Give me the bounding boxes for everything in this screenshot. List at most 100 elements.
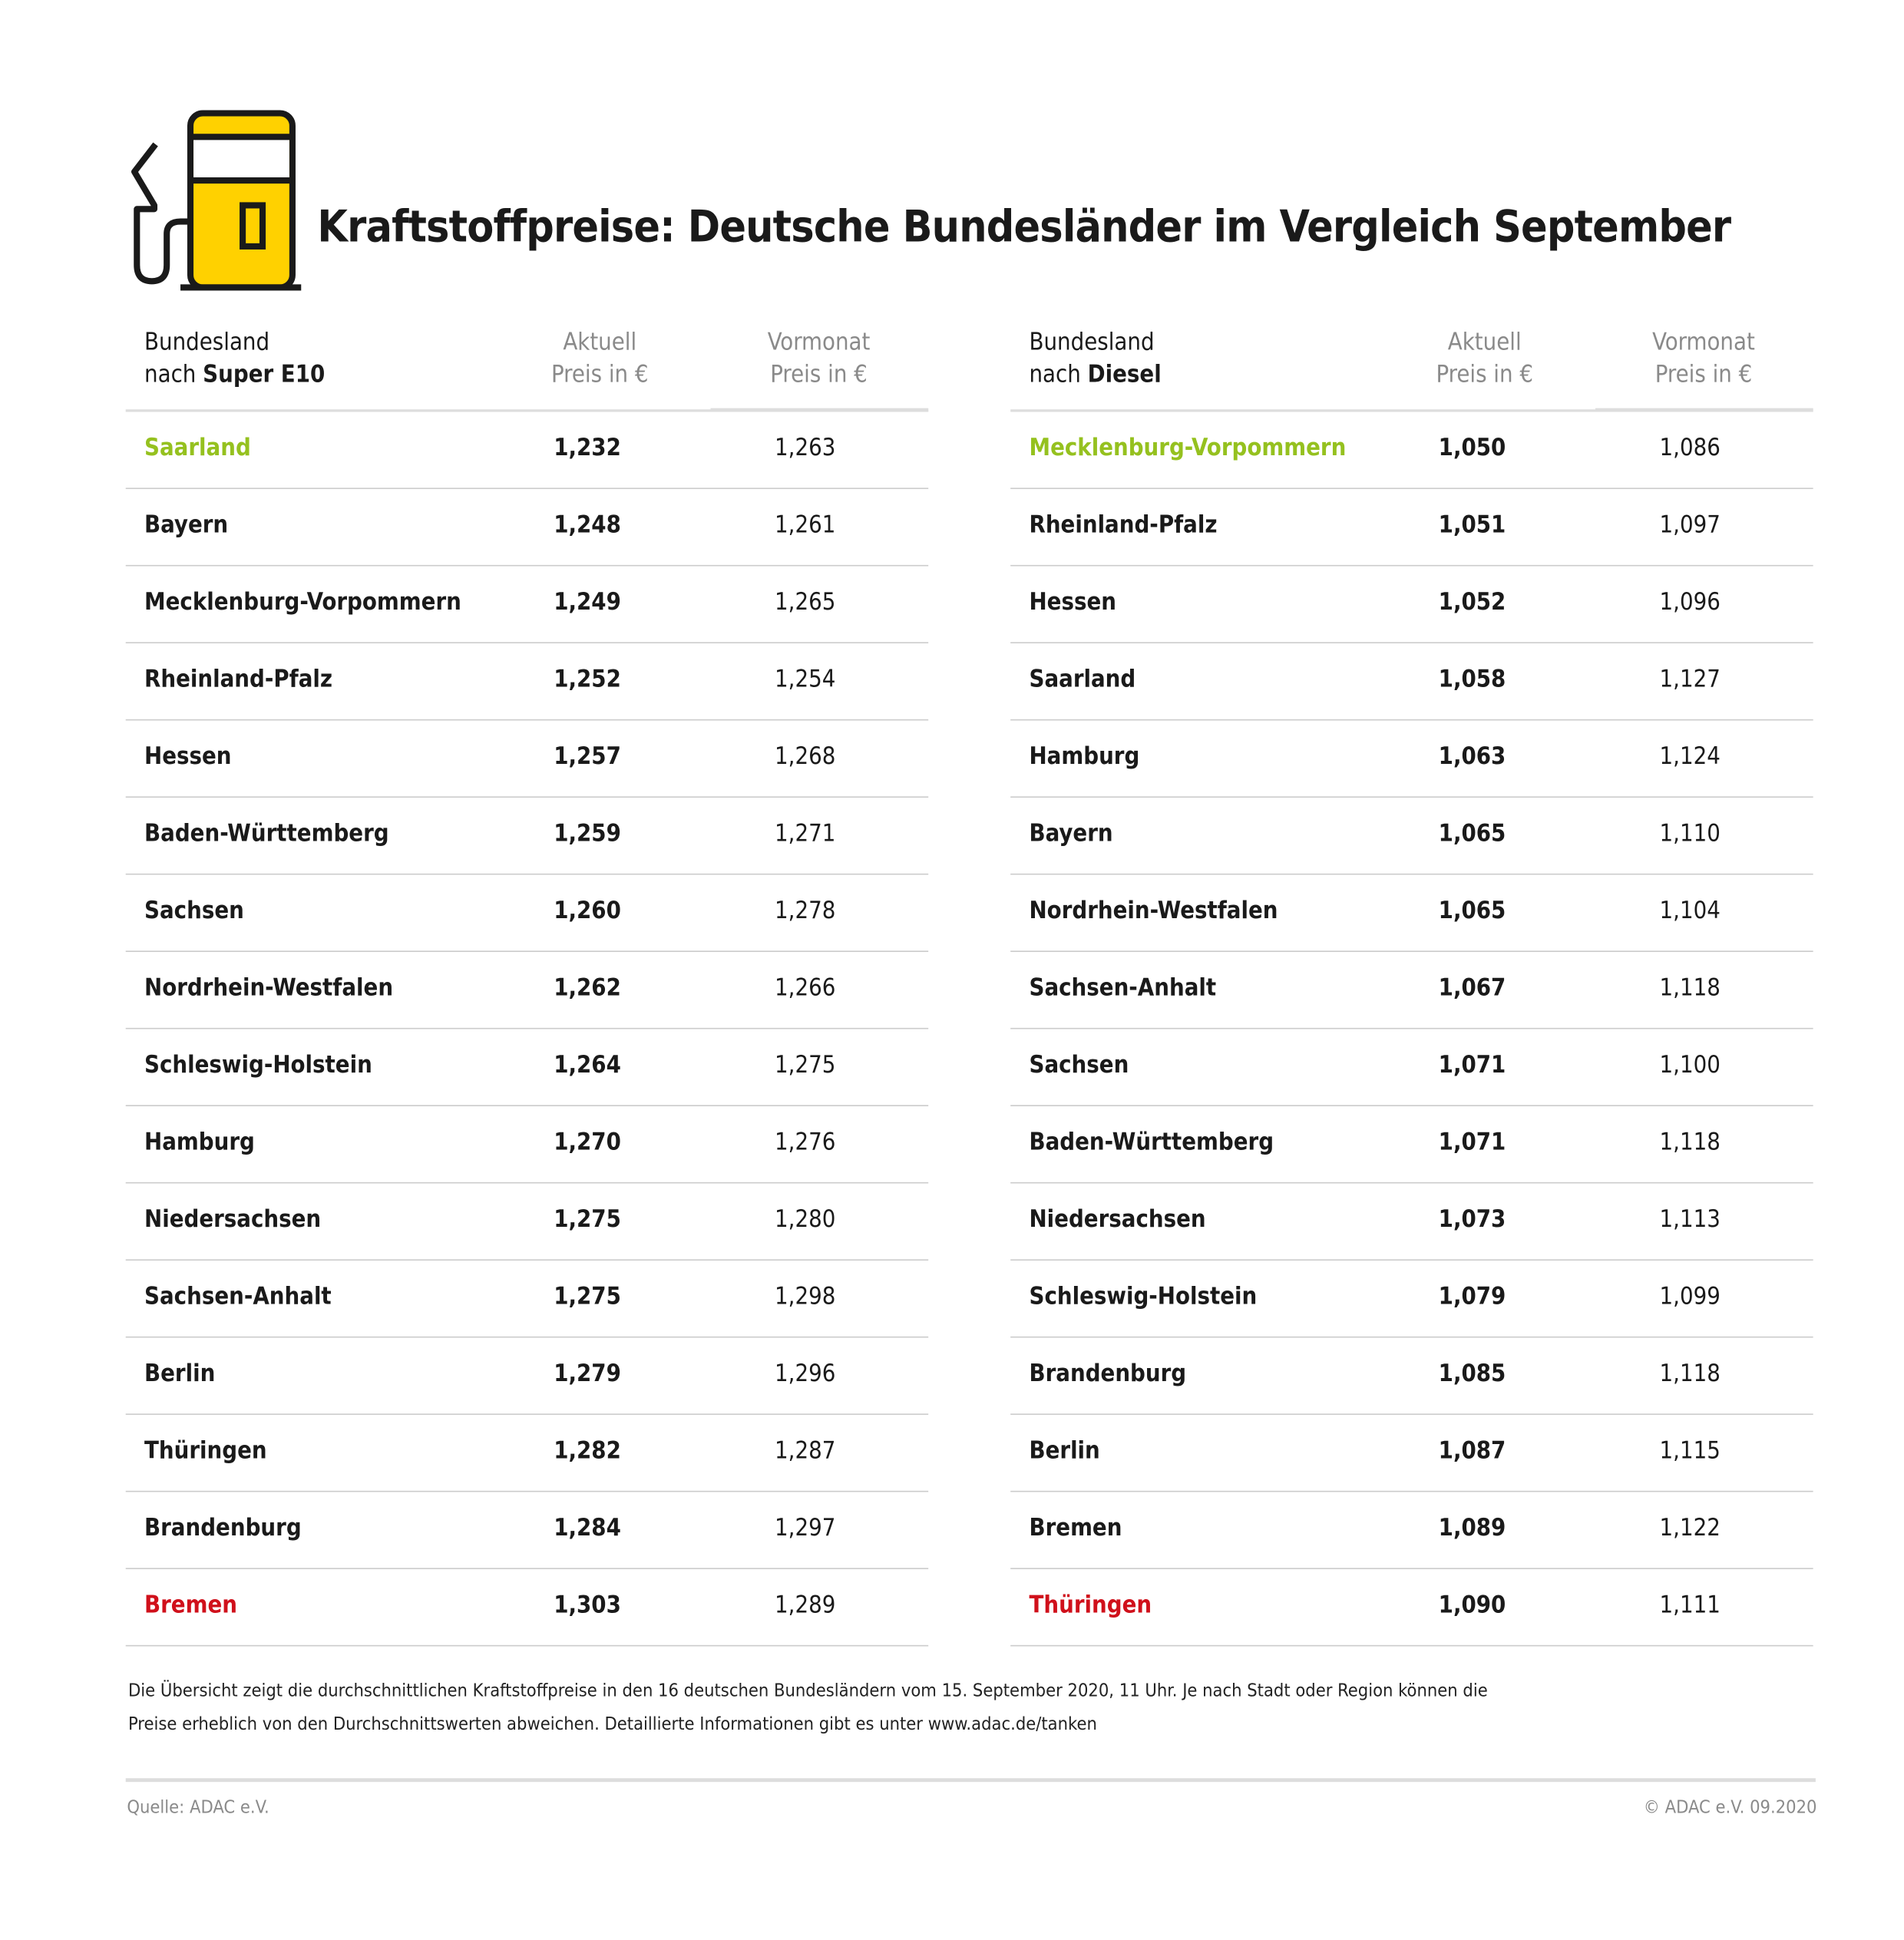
bundesland-name: Berlin xyxy=(144,1360,216,1388)
aktuell-price: 1,052 xyxy=(1438,588,1506,616)
table-row: Bayern 1,248 1,261 xyxy=(125,489,929,567)
aktuell-price: 1,249 xyxy=(554,588,621,616)
aktuell-price: 1,065 xyxy=(1438,820,1506,848)
vormonat-price: 1,254 xyxy=(775,666,836,693)
table-row: Mecklenburg-Vorpommern 1,249 1,265 xyxy=(125,567,929,644)
table-row: Baden-Württemberg 1,259 1,271 xyxy=(125,798,929,875)
header-vormonat-1: Vormonat xyxy=(767,328,871,356)
table-header: Bundesland nach Super E10 Aktuell Preis in… xyxy=(125,326,929,412)
vormonat-price: 1,118 xyxy=(1659,1360,1721,1388)
header-line-2: nach Super E10 xyxy=(144,359,325,391)
page-title: Kraftstoffpreise: Deutsche Bundesländer … xyxy=(317,203,1731,253)
divider xyxy=(125,1778,1816,1783)
aktuell-price: 1,270 xyxy=(554,1129,621,1156)
table-row: Brandenburg 1,085 1,118 xyxy=(1010,1337,1813,1415)
bundesland-name: Brandenburg xyxy=(144,1514,302,1542)
vormonat-price: 1,097 xyxy=(1659,511,1721,539)
table-row: Nordrhein-Westfalen 1,065 1,104 xyxy=(1010,874,1813,952)
aktuell-price: 1,248 xyxy=(554,511,621,539)
vormonat-price: 1,127 xyxy=(1659,666,1721,693)
aktuell-price: 1,275 xyxy=(554,1205,621,1234)
vormonat-price: 1,271 xyxy=(775,820,836,848)
bundesland-name: Sachsen xyxy=(1029,1051,1129,1079)
vormonat-price: 1,122 xyxy=(1659,1514,1721,1542)
bundesland-name: Baden-Württemberg xyxy=(1029,1129,1274,1156)
bundesland-name: Sachsen-Anhalt xyxy=(144,1283,332,1310)
aktuell-price: 1,089 xyxy=(1438,1514,1506,1542)
bundesland-name: Saarland xyxy=(1029,666,1136,693)
table-row: Schleswig-Holstein 1,264 1,275 xyxy=(125,1029,929,1106)
aktuell-price: 1,071 xyxy=(1438,1129,1506,1156)
table-row: Bremen 1,303 1,289 xyxy=(125,1569,929,1647)
table-row: Baden-Württemberg 1,071 1,118 xyxy=(1010,1106,1813,1184)
table-row: Rheinland-Pfalz 1,051 1,097 xyxy=(1010,489,1813,567)
table-row: Niedersachsen 1,073 1,113 xyxy=(1010,1183,1813,1261)
table-row: Mecklenburg-Vorpommern 1,050 1,086 xyxy=(1010,412,1813,490)
vormonat-price: 1,289 xyxy=(775,1591,836,1619)
header-aktuell-1: Aktuell xyxy=(563,328,637,356)
table-row: Sachsen-Anhalt 1,275 1,298 xyxy=(125,1261,929,1338)
header-vormonat-2: Preis in € xyxy=(1654,361,1753,388)
vormonat-price: 1,113 xyxy=(1659,1205,1721,1234)
aktuell-price: 1,284 xyxy=(554,1514,621,1542)
vormonat-price: 1,111 xyxy=(1659,1591,1721,1619)
aktuell-price: 1,071 xyxy=(1438,1051,1506,1079)
bundesland-name: Rheinland-Pfalz xyxy=(1029,511,1218,539)
vormonat-price: 1,296 xyxy=(775,1360,836,1388)
aktuell-price: 1,232 xyxy=(554,434,621,462)
table-row: Bayern 1,065 1,110 xyxy=(1010,798,1813,875)
bundesland-name: Bayern xyxy=(144,511,229,539)
header-aktuell-1: Aktuell xyxy=(1447,328,1522,356)
table-row: Saarland 1,232 1,263 xyxy=(125,412,929,490)
table-header: Bundesland nach Diesel Aktuell Preis in € … xyxy=(1010,326,1813,412)
aktuell-price: 1,259 xyxy=(554,820,621,848)
header-line-1: Bundesland xyxy=(1029,328,1155,356)
bundesland-name: Bremen xyxy=(1029,1514,1122,1542)
vormonat-price: 1,263 xyxy=(775,434,836,462)
header-aktuell-2: Preis in € xyxy=(1436,361,1533,388)
aktuell-price: 1,260 xyxy=(554,897,621,925)
header-vormonat-2: Preis in € xyxy=(770,361,868,388)
aktuell-price: 1,279 xyxy=(554,1360,621,1388)
bundesland-name: Hamburg xyxy=(1029,742,1140,771)
table-row: Berlin 1,279 1,296 xyxy=(125,1337,929,1415)
bundesland-name: Schleswig-Holstein xyxy=(144,1051,372,1079)
aktuell-price: 1,257 xyxy=(554,742,621,771)
aktuell-price: 1,067 xyxy=(1438,974,1506,1002)
bundesland-name: Niedersachsen xyxy=(144,1205,322,1234)
vormonat-price: 1,124 xyxy=(1659,742,1721,771)
aktuell-price: 1,303 xyxy=(554,1591,621,1619)
footnote: Die Übersicht zeigt die durchschnittlich… xyxy=(128,1675,1746,1743)
footnote-line-1: Die Übersicht zeigt die durchschnittlich… xyxy=(127,1681,1488,1701)
fuel-pump-icon xyxy=(131,110,302,291)
table-row: Thüringen 1,090 1,111 xyxy=(1010,1569,1813,1647)
super-e10-table: Bundesland nach Super E10 Aktuell Preis in… xyxy=(125,326,929,1647)
vormonat-price: 1,297 xyxy=(775,1514,836,1542)
header-line-2: nach Diesel xyxy=(1029,359,1161,391)
header-fuel-type: Super E10 xyxy=(203,361,326,388)
vormonat-price: 1,261 xyxy=(775,511,836,539)
table-row: Hessen 1,257 1,268 xyxy=(125,721,929,798)
vormonat-price: 1,118 xyxy=(1659,1129,1721,1156)
vormonat-price: 1,280 xyxy=(775,1205,836,1234)
vormonat-price: 1,096 xyxy=(1659,588,1721,616)
vormonat-price: 1,298 xyxy=(775,1283,836,1310)
aktuell-price: 1,063 xyxy=(1438,742,1506,771)
vormonat-price: 1,104 xyxy=(1659,897,1721,925)
vormonat-price: 1,099 xyxy=(1659,1283,1721,1310)
table-row: Nordrhein-Westfalen 1,262 1,266 xyxy=(125,952,929,1029)
vormonat-price: 1,265 xyxy=(775,588,836,616)
table-row: Hessen 1,052 1,096 xyxy=(1010,567,1813,644)
header-bundesland: Bundesland nach Diesel xyxy=(1029,326,1161,391)
vormonat-price: 1,287 xyxy=(775,1437,836,1465)
vormonat-price: 1,266 xyxy=(775,974,836,1002)
vormonat-price: 1,100 xyxy=(1659,1051,1721,1079)
header-fuel-type: Diesel xyxy=(1087,361,1162,388)
table-row: Hamburg 1,270 1,276 xyxy=(125,1106,929,1184)
aktuell-price: 1,090 xyxy=(1438,1591,1506,1619)
aktuell-price: 1,087 xyxy=(1438,1437,1506,1465)
bundesland-name: Mecklenburg-Vorpommern xyxy=(144,588,461,616)
aktuell-price: 1,275 xyxy=(554,1283,621,1310)
aktuell-price: 1,282 xyxy=(554,1437,621,1465)
